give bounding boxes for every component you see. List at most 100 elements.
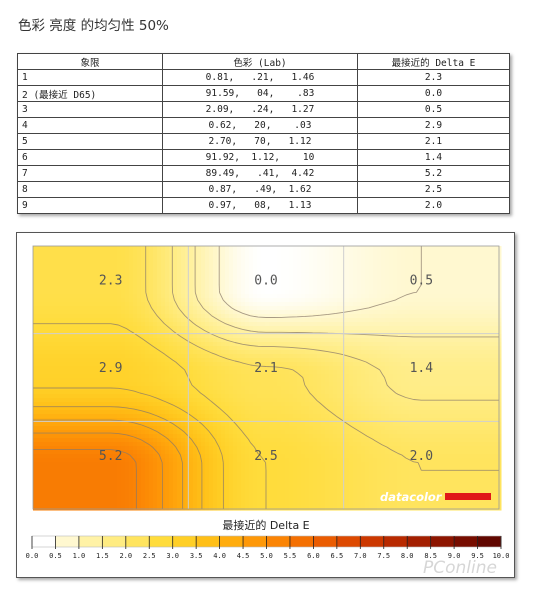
heat-cell: [401, 314, 406, 319]
heat-cell: [261, 258, 266, 263]
heat-cell: [41, 362, 46, 367]
heat-cell: [329, 362, 334, 367]
heat-cell: [277, 366, 282, 371]
heat-cell: [353, 278, 358, 283]
heat-cell: [445, 286, 450, 291]
heat-cell: [53, 290, 58, 295]
heat-cell: [109, 326, 114, 331]
heat-cell: [297, 318, 302, 323]
heat-cell: [245, 274, 250, 279]
heat-cell: [197, 402, 202, 407]
heat-cell: [185, 266, 190, 271]
heat-cell: [185, 322, 190, 327]
heat-cell: [305, 302, 310, 307]
heat-cell: [109, 254, 114, 259]
heat-cell: [385, 290, 390, 295]
heat-cell: [61, 250, 66, 255]
heat-cell: [109, 390, 114, 395]
heat-cell: [373, 378, 378, 383]
heat-cell: [365, 258, 370, 263]
heat-cell: [397, 314, 402, 319]
heat-cell: [413, 378, 418, 383]
heat-cell: [377, 330, 382, 335]
heat-cell: [261, 338, 266, 343]
heat-cell: [321, 334, 326, 339]
heat-cell: [129, 326, 134, 331]
heat-cell: [249, 346, 254, 351]
heat-cell: [389, 362, 394, 367]
heat-cell: [249, 258, 254, 263]
heat-cell: [445, 350, 450, 355]
heat-cell: [297, 262, 302, 267]
heat-cell: [157, 326, 162, 331]
heat-cell: [485, 378, 490, 383]
heat-cell: [389, 406, 394, 411]
heat-cell: [177, 402, 182, 407]
heat-cell: [113, 338, 118, 343]
heat-cell: [317, 306, 322, 311]
heat-cell: [185, 254, 190, 259]
heat-cell: [121, 274, 126, 279]
heat-cell: [97, 374, 102, 379]
heat-cell: [97, 342, 102, 347]
heat-cell: [441, 346, 446, 351]
heat-cell: [189, 306, 194, 311]
heat-cell: [137, 322, 142, 327]
heat-cell: [273, 350, 278, 355]
heat-cell: [429, 274, 434, 279]
heat-cell: [229, 306, 234, 311]
heat-cell: [489, 310, 494, 315]
heat-cell: [241, 286, 246, 291]
heat-cell: [361, 282, 366, 287]
heat-cell: [385, 282, 390, 287]
heat-cell: [337, 370, 342, 375]
heat-cell: [313, 254, 318, 259]
heat-cell: [209, 350, 214, 355]
heat-cell: [161, 286, 166, 291]
heat-cell: [325, 270, 330, 275]
heat-cell: [65, 278, 70, 283]
heat-cell: [357, 282, 362, 287]
heat-cell: [369, 334, 374, 339]
heat-cell: [433, 334, 438, 339]
heat-cell: [89, 258, 94, 263]
heat-cell: [477, 274, 482, 279]
heat-cell: [449, 294, 454, 299]
heat-cell: [221, 258, 226, 263]
heat-cell: [481, 250, 486, 255]
heat-cell: [37, 326, 42, 331]
heat-cell: [389, 294, 394, 299]
heat-cell: [97, 270, 102, 275]
heat-cell: [245, 410, 250, 415]
heat-cell: [389, 270, 394, 275]
heat-cell: [361, 338, 366, 343]
heat-cell: [393, 266, 398, 271]
heat-cell: [117, 394, 122, 399]
heat-cell: [465, 374, 470, 379]
heat-cell: [469, 350, 474, 355]
heat-cell: [141, 262, 146, 267]
heat-cell: [157, 290, 162, 295]
heat-cell: [441, 250, 446, 255]
heat-cell: [197, 358, 202, 363]
heat-cell: [109, 306, 114, 311]
heat-cell: [225, 390, 230, 395]
heat-cell: [245, 298, 250, 303]
heat-cell: [397, 382, 402, 387]
heat-cell: [349, 382, 354, 387]
heat-cell: [481, 378, 486, 383]
cell-lab: 91.92, 1.12, 10: [162, 149, 358, 166]
heat-cell: [169, 302, 174, 307]
heat-cell: [437, 318, 442, 323]
heat-cell: [229, 410, 234, 415]
heat-cell: [365, 350, 370, 355]
heat-cell: [89, 310, 94, 315]
heat-cell: [153, 414, 158, 419]
heat-cell: [229, 294, 234, 299]
heat-cell: [305, 342, 310, 347]
heat-cell: [381, 390, 386, 395]
heat-cell: [221, 338, 226, 343]
heat-cell: [361, 398, 366, 403]
heat-cell: [445, 370, 450, 375]
heat-cell: [149, 386, 154, 391]
